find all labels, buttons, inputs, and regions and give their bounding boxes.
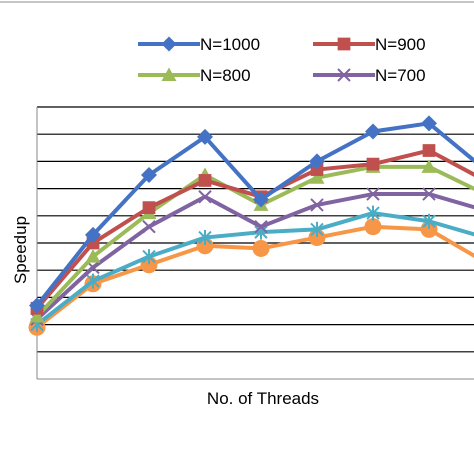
legend: N=1000 N=900 N=800 N=700 [138,35,426,85]
data-point [309,153,325,170]
legend-label: N=1000 [200,35,260,54]
data-point [161,36,177,52]
data-point [142,201,156,215]
data-point [309,170,325,184]
series-layer [28,115,474,336]
data-point [310,198,324,212]
data-point [142,219,156,234]
series-line [35,192,474,321]
data-point [365,123,381,140]
data-point [161,67,177,81]
data-point [310,221,324,237]
data-point [29,308,45,323]
series-n-700 [30,187,474,326]
data-point [29,297,45,314]
legend-label: N=800 [200,66,251,85]
data-point [198,190,212,204]
data-point [422,213,436,229]
data-point [422,187,436,201]
data-point [421,159,437,173]
data-point [85,226,101,243]
x-axis-title: No. of Threads [207,389,319,408]
data-point [141,167,157,183]
data-point [366,157,380,171]
data-point [337,68,351,82]
data-point [337,37,351,51]
series-n-1000 [29,115,474,314]
legend-label: N=700 [375,66,426,85]
data-point [366,187,380,201]
data-point [421,115,437,132]
data-point [422,144,436,157]
data-point [198,174,212,187]
legend-item: N=800 [138,66,251,85]
legend-item: N=900 [313,35,426,54]
legend-item: N=700 [313,66,426,85]
data-point [254,219,268,234]
data-point [197,128,213,145]
series-line [35,164,474,318]
data-point [85,249,101,263]
data-point [252,239,270,257]
data-point [86,273,100,289]
data-point [198,230,212,246]
y-axis-title: Speedup [11,216,30,284]
data-point [310,163,324,176]
data-point [142,249,156,265]
series-unlabeled-4 [30,205,474,333]
plot-area [28,106,474,380]
legend-label: N=900 [375,35,426,54]
data-point [366,205,380,221]
data-point [364,218,382,236]
legend-item: N=1000 [138,35,260,54]
data-point [253,191,269,208]
